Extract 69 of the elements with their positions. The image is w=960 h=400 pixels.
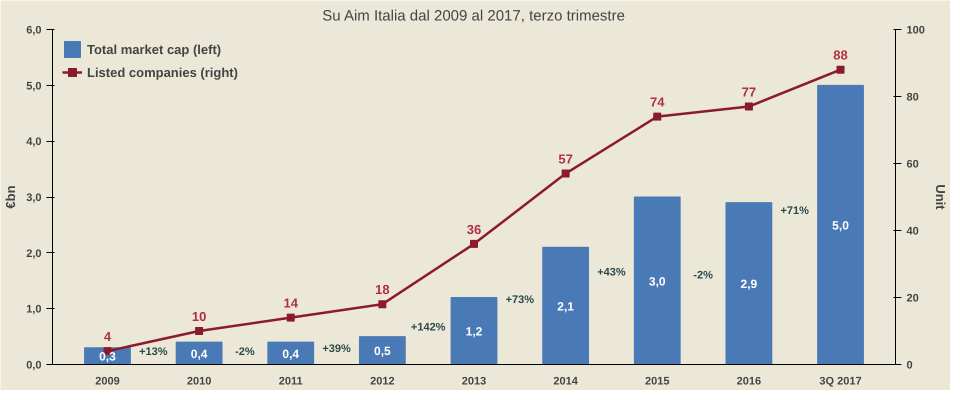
- data-label: 18: [375, 282, 390, 298]
- x-tick-label: 2014: [553, 376, 579, 388]
- annotation: +71%: [780, 204, 810, 217]
- data-label: 88: [833, 48, 848, 63]
- data-label: 0,4: [190, 346, 208, 361]
- legend-label: Listed companies (right): [87, 64, 238, 80]
- y2-tick-label: 0: [906, 360, 913, 372]
- y2-tick-label: 40: [906, 226, 919, 238]
- annotation: +73%: [506, 294, 534, 306]
- annotation: -2%: [235, 346, 255, 358]
- bar: [267, 342, 314, 364]
- x-tick-label: 2010: [186, 376, 212, 388]
- y-tick-label: 3,0: [26, 192, 42, 204]
- annotation: -2%: [693, 269, 714, 282]
- data-label: 0,4: [282, 346, 300, 361]
- y-tick-label: 1,0: [26, 304, 42, 316]
- y2-tick-label: 60: [906, 158, 919, 170]
- y2-axis-title: Unit: [932, 184, 948, 210]
- point: [562, 170, 570, 178]
- data-label: 5,0: [832, 218, 850, 232]
- y-tick-label: 0,0: [26, 360, 42, 372]
- annotation: +142%: [410, 322, 446, 334]
- x-tick-label: 2013: [462, 376, 486, 388]
- bar: [358, 336, 406, 364]
- data-label: 0,3: [99, 350, 116, 364]
- y2-tick-label: 20: [906, 292, 919, 304]
- bar: [725, 202, 772, 364]
- legend-label: Total market cap (left): [87, 42, 222, 56]
- y-axis-title: €bn: [3, 185, 18, 209]
- data-label: 4: [104, 329, 112, 344]
- x-tick-label: 3Q 2017: [819, 376, 862, 388]
- point: [653, 112, 662, 121]
- point: [744, 102, 753, 111]
- point: [836, 66, 845, 74]
- annotation: +13%: [139, 346, 168, 358]
- y2-tick-label: 100: [906, 24, 925, 36]
- x-tick-label: 2016: [736, 376, 762, 388]
- chart-subtitle: Su Aim Italia dal 2009 al 2017, terzo trimestre: [322, 8, 625, 24]
- y2-tick-label: 80: [906, 92, 919, 104]
- y-tick-label: 4,0: [26, 136, 42, 148]
- data-label: 1,2: [466, 324, 483, 338]
- bar: [634, 196, 681, 364]
- point: [378, 300, 386, 308]
- y-tick-label: 6,0: [26, 24, 42, 36]
- data-label: 10: [192, 309, 206, 324]
- y-tick-label: 5,0: [26, 80, 42, 92]
- bar: [817, 84, 864, 364]
- data-label: 2,9: [740, 277, 758, 292]
- bar: [450, 297, 498, 364]
- data-label: 3,0: [648, 274, 666, 288]
- x-tick-label: 2012: [370, 376, 395, 388]
- point: [286, 314, 295, 322]
- x-tick-label: 2011: [278, 376, 303, 388]
- y-tick-label: 2,0: [26, 248, 42, 260]
- point: [470, 240, 478, 248]
- x-tick-label: 2015: [645, 376, 670, 388]
- data-label: 57: [558, 152, 573, 167]
- data-label: 14: [284, 296, 299, 311]
- data-label: 77: [742, 84, 756, 100]
- annotation: +43%: [597, 266, 626, 278]
- data-label: 2,1: [557, 299, 574, 314]
- data-label: 0,5: [374, 344, 392, 358]
- bar: [176, 342, 223, 364]
- data-label: 36: [466, 222, 482, 237]
- point: [195, 327, 204, 335]
- bar: [542, 246, 590, 364]
- data-label: 74: [650, 94, 666, 110]
- annotation: +39%: [322, 343, 351, 356]
- x-tick-label: 2009: [95, 376, 120, 388]
